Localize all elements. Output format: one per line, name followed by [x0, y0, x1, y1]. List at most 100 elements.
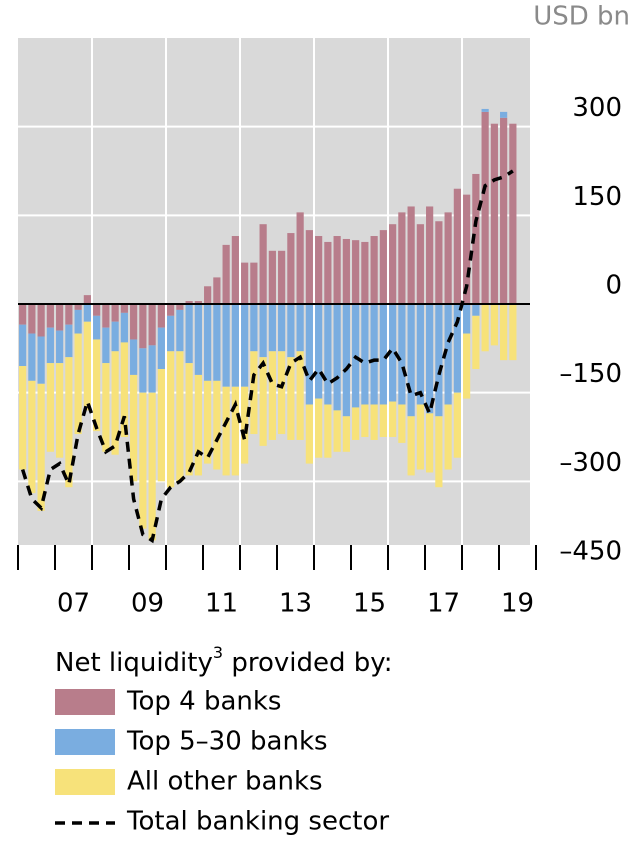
legend-swatch — [55, 729, 115, 755]
bar-segment — [93, 315, 101, 340]
bar-segment — [342, 416, 350, 452]
bar-segment — [407, 206, 415, 304]
legend-label: Total banking sector — [126, 807, 389, 837]
bar-segment — [361, 304, 369, 405]
bar-segment — [389, 304, 397, 402]
bar-segment — [444, 212, 452, 304]
bar-segment — [185, 301, 193, 304]
bar-segment — [204, 304, 212, 381]
bar-segment — [398, 304, 406, 405]
bar-segment — [222, 304, 230, 387]
y-tick-label: 150 — [572, 182, 622, 212]
bar-segment — [19, 366, 27, 470]
bar-segment — [139, 304, 147, 349]
bar-segment — [167, 351, 175, 488]
bar-segment — [500, 111, 508, 118]
bar-segment — [93, 339, 101, 432]
bar-segment — [231, 304, 239, 387]
bar-segment — [213, 304, 221, 381]
bar-segment — [222, 244, 230, 304]
bar-segment — [213, 380, 221, 470]
bar-segment — [83, 295, 91, 304]
bar-segment — [305, 304, 313, 405]
bar-segment — [278, 250, 286, 304]
bar-segment — [416, 404, 424, 470]
bar-segment — [120, 312, 128, 343]
legend-label: Top 5–30 banks — [126, 727, 328, 757]
bar-segment — [157, 327, 165, 370]
bar-segment — [398, 404, 406, 443]
bar-segment — [481, 304, 489, 352]
bar-segment — [472, 304, 480, 316]
bar-segment — [463, 304, 471, 334]
bar-segment — [379, 304, 387, 405]
bar-segment — [139, 392, 147, 529]
bar-segment — [324, 304, 332, 405]
bar-segment — [56, 330, 64, 364]
bar-segment — [287, 304, 295, 358]
bar-segment — [102, 304, 110, 328]
x-tick-label: 17 — [427, 589, 460, 619]
bar-segment — [83, 304, 91, 322]
bar-segment — [37, 336, 45, 384]
bar-segment — [250, 304, 258, 352]
bar-segment — [426, 304, 434, 414]
bar-segment — [416, 224, 424, 304]
x-tick-label: 11 — [205, 589, 238, 619]
bar-segment — [74, 304, 82, 310]
bar-segment — [315, 304, 323, 399]
bar-segment — [463, 333, 471, 399]
bar-segment — [379, 230, 387, 304]
bar-segment — [111, 321, 119, 352]
bar-segment — [102, 363, 110, 452]
bar-segment — [472, 315, 480, 370]
bar-segment — [157, 369, 165, 482]
bar-segment — [167, 315, 175, 352]
bar-segment — [111, 304, 119, 322]
bar-segment — [37, 304, 45, 337]
bar-segment — [296, 351, 304, 440]
bar-segment — [28, 304, 36, 334]
bar-segment — [130, 304, 138, 340]
bar-segment — [463, 194, 471, 304]
bar-segment — [287, 233, 295, 304]
bar-segment — [185, 363, 193, 476]
legend-title-sup: 3 — [213, 643, 223, 662]
bar-segment — [148, 304, 156, 346]
bar-segment — [56, 363, 64, 458]
bar-segment — [333, 304, 341, 411]
bar-segment — [259, 224, 267, 304]
bar-segment — [333, 236, 341, 304]
bar-segment — [19, 324, 27, 367]
bar-segment — [167, 304, 175, 316]
bar-segment — [250, 351, 258, 435]
bar-segment — [222, 386, 230, 476]
bar-segment — [46, 327, 54, 364]
bar-segment — [342, 238, 350, 304]
bar-segment — [342, 304, 350, 417]
legend-title-rest: provided by: — [223, 648, 392, 678]
bar-segment — [120, 342, 128, 437]
bar-segment — [426, 413, 434, 473]
bar-segment — [83, 321, 91, 411]
bar-segment — [315, 398, 323, 458]
bar-segment — [287, 357, 295, 440]
bar-segment — [130, 374, 138, 482]
bar-segment — [250, 262, 258, 304]
bar-segment — [426, 206, 434, 304]
bar-segment — [296, 304, 304, 352]
bar-segment — [241, 262, 249, 304]
bar-segment — [296, 212, 304, 304]
bar-segment — [370, 304, 378, 405]
bar-segment — [185, 304, 193, 364]
bar-segment — [46, 304, 54, 328]
x-tick-label: 13 — [279, 589, 312, 619]
bar-segment — [444, 304, 452, 405]
bar-segment — [352, 240, 360, 304]
bar-segment — [231, 236, 239, 304]
x-tick-label: 19 — [501, 589, 534, 619]
bar-segment — [389, 224, 397, 304]
x-tick-label: 09 — [131, 589, 164, 619]
bar-segment — [268, 250, 276, 304]
total-line — [20, 169, 514, 544]
